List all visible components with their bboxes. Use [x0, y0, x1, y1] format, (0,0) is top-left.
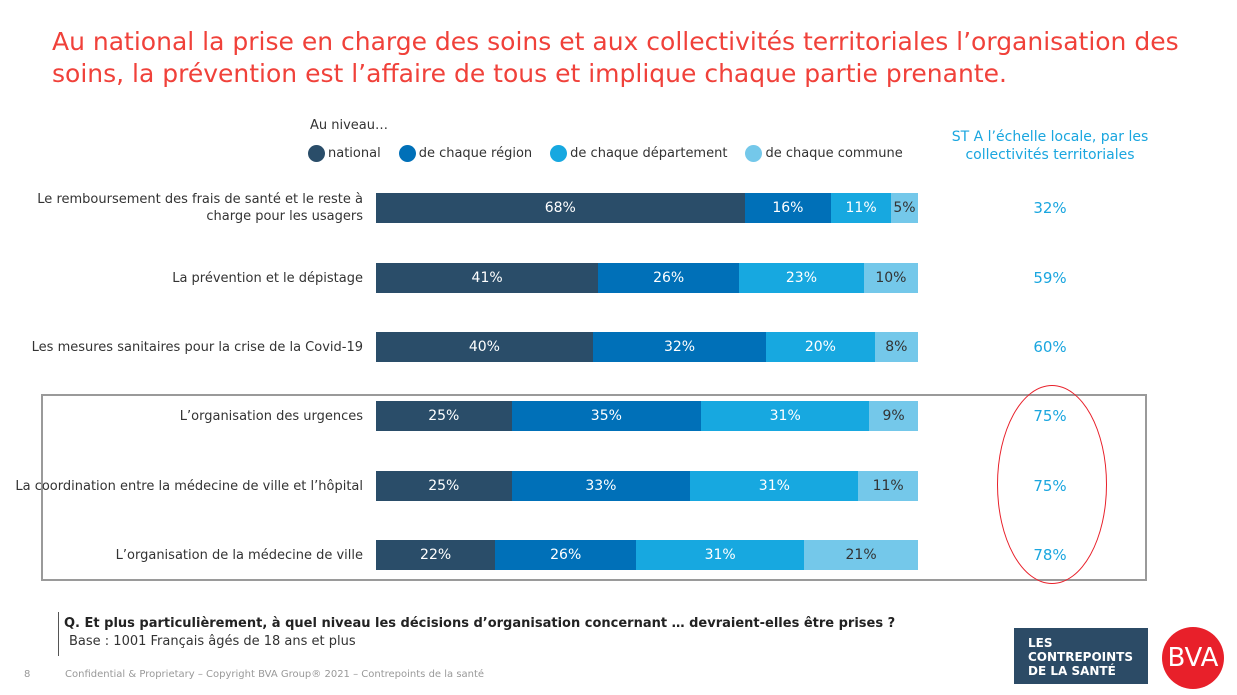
data-label: 8% — [885, 339, 908, 355]
data-label: 11% — [845, 200, 877, 216]
data-label: 40% — [468, 339, 500, 355]
data-label: 9% — [882, 408, 905, 424]
data-label: 26% — [550, 547, 582, 563]
footer: Confidential & Proprietary – Copyright B… — [65, 669, 485, 680]
bar-segment: 11% — [858, 471, 918, 501]
bar-segment: 32% — [592, 332, 767, 362]
bar-segment: 10% — [863, 263, 918, 293]
data-label: 10% — [875, 270, 907, 286]
legend-label: de chaque commune — [765, 146, 903, 161]
category-label: L’organisation de la médecine de ville — [115, 547, 363, 563]
slide-title: Au national la prise en charge des soins… — [52, 27, 1179, 88]
data-label: 25% — [428, 478, 460, 494]
bar-segment: 16% — [744, 193, 832, 223]
st-header: ST A l’échelle locale, par les collectiv… — [951, 129, 1149, 163]
bar-segment: 11% — [831, 193, 891, 223]
base-text: Base : 1001 Français âgés de 18 ans et p… — [69, 634, 356, 649]
data-label: 31% — [769, 408, 801, 424]
bar-segment: 40% — [376, 332, 593, 362]
data-label: 11% — [872, 478, 904, 494]
bar-segment: 25% — [376, 401, 512, 431]
bar-segment: 21% — [804, 540, 918, 570]
data-label: 68% — [544, 200, 576, 216]
contrepoints-logo: LES CONTREPOINTS DE LA SANTÉ — [1014, 628, 1148, 684]
bar-segment: 68% — [376, 193, 745, 223]
bar-segment: 33% — [511, 471, 691, 501]
legend-label: de chaque région — [418, 146, 533, 161]
data-label: 16% — [772, 200, 804, 216]
legend-swatch — [308, 145, 325, 162]
legend-swatch — [745, 145, 763, 162]
data-label: 32% — [663, 339, 696, 355]
bar-segment: 22% — [376, 540, 496, 570]
bar-segment: 23% — [739, 263, 864, 293]
bar-segment: 20% — [766, 332, 875, 362]
legend-title: Au niveau… — [310, 118, 389, 133]
category-label: Le remboursement des frais de santé et l… — [37, 192, 363, 224]
data-label: 35% — [590, 408, 622, 424]
data-label: 26% — [653, 270, 685, 286]
legend-label: de chaque département — [570, 146, 728, 161]
bar-segment: 26% — [495, 540, 637, 570]
data-label: 21% — [845, 547, 877, 563]
data-label: 33% — [585, 478, 617, 494]
data-label: 31% — [758, 478, 790, 494]
bar-segment: 9% — [869, 401, 918, 431]
st-value: 75% — [1033, 477, 1067, 495]
data-label: 20% — [804, 339, 836, 355]
legend-item: national — [308, 145, 381, 162]
st-value: 32% — [1033, 199, 1067, 217]
bar-segment: 41% — [376, 263, 599, 293]
category-label: La prévention et le dépistage — [172, 270, 363, 286]
st-value: 75% — [1033, 407, 1067, 425]
data-label: 23% — [785, 270, 818, 286]
highlight-box — [41, 394, 1147, 581]
legend-swatch — [398, 145, 416, 162]
bar-segment: 31% — [636, 540, 805, 570]
bar-segment: 31% — [690, 471, 859, 501]
category-label: L’organisation des urgences — [179, 408, 363, 424]
legend-swatch — [550, 145, 568, 162]
data-label: 41% — [471, 270, 503, 286]
bar-segment: 5% — [890, 193, 918, 223]
legend-label: national — [328, 146, 381, 161]
data-label: 22% — [420, 547, 452, 563]
bar-segment: 31% — [701, 401, 870, 431]
category-label: La coordination entre la médecine de vil… — [15, 478, 363, 494]
data-label: 5% — [893, 200, 916, 216]
divider — [58, 612, 59, 656]
bar-segment: 35% — [511, 401, 702, 431]
bar-segment: 25% — [376, 471, 512, 501]
st-value: 78% — [1033, 546, 1067, 564]
legend-item: de chaque région — [398, 145, 533, 162]
page-number: 8 — [24, 669, 31, 680]
legend-item: de chaque commune — [745, 145, 903, 162]
category-label: Les mesures sanitaires pour la crise de … — [31, 339, 363, 355]
legend: national de chaque région de chaque départ… — [308, 145, 903, 162]
st-value: 59% — [1033, 269, 1067, 287]
data-label: 25% — [428, 408, 460, 424]
highlight-ellipse — [997, 385, 1107, 584]
question-text: Q. Et plus particulièrement, à quel nive… — [64, 616, 896, 631]
legend-item: de chaque département — [550, 145, 727, 162]
data-label: 31% — [704, 547, 736, 563]
bar-segment: 26% — [598, 263, 740, 293]
bva-logo: BVA — [1162, 627, 1224, 689]
st-value: 60% — [1033, 338, 1067, 356]
bar-segment: 8% — [874, 332, 918, 362]
